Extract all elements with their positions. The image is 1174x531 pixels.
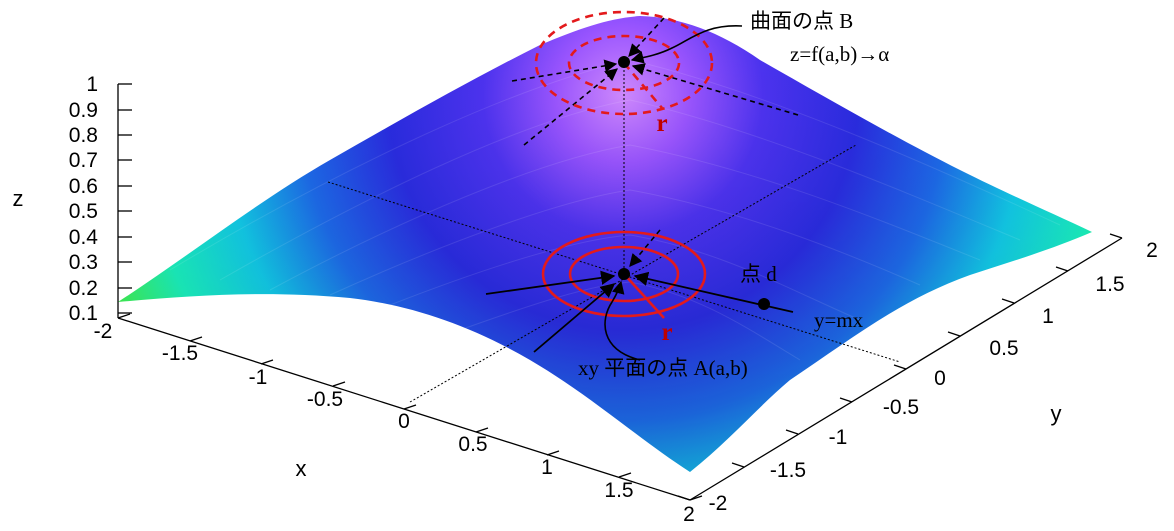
y-tick-label: -0.5: [883, 396, 919, 419]
z-tick-label: 1: [86, 73, 98, 96]
lower-dashed-arrow: [629, 229, 661, 267]
z-tick-label: 0.5: [69, 200, 98, 223]
z-axis-ticks: [118, 83, 132, 314]
y-tick-label: 2: [1146, 239, 1158, 262]
x-tick-label: 1: [541, 456, 553, 479]
surface-shade: [118, 16, 1092, 472]
point-b-marker: [618, 56, 630, 68]
z-tick-label: 0.3: [69, 251, 98, 274]
pointer-to-b: [630, 25, 743, 64]
z-tick-label: 0.8: [69, 124, 98, 147]
y-tick-label: -1.5: [770, 459, 806, 482]
x-tick-label: -0.5: [307, 388, 343, 411]
z-tick-label: 0.9: [69, 99, 98, 122]
y-axis-tick-labels: -2 -1.5 -1 -0.5 0 0.5 1 1.5 2: [709, 239, 1158, 515]
line-expression: y=mx: [814, 308, 864, 332]
upper-inner-circle: [567, 34, 681, 92]
z-tick-label: 0.6: [69, 175, 98, 198]
x-tick-label: 1.5: [604, 479, 633, 502]
surface-ridges: [169, 59, 1061, 361]
upper-radius-line: [623, 62, 663, 109]
x-axis-tick-labels: -2 -1.5 -1 -0.5 0 0.5 1 1.5 2: [94, 320, 695, 526]
x-tick-label: -2: [94, 320, 113, 343]
upper-neighborhood: [534, 10, 714, 116]
y-axis-label: y: [1051, 401, 1062, 426]
y-axis-ticks: [677, 233, 1123, 501]
z-axis-tick-labels: 1 0.9 0.8 0.7 0.6 0.5 0.4 0.3 0.2 0.1: [69, 73, 99, 325]
z-tick-label: 0.4: [69, 226, 99, 249]
point-d-marker: [758, 298, 770, 310]
upper-radius-label: r: [656, 110, 667, 137]
lower-outer-circle: [541, 230, 707, 318]
limit-expression: z=f(a,b)→α: [790, 42, 889, 66]
lower-radius-line: [623, 273, 665, 319]
lower-inner-circle: [568, 245, 680, 303]
z-tick-label: 0.7: [69, 149, 98, 172]
x-tick-label: 0: [398, 410, 410, 433]
upper-approach-arrows: [511, 17, 799, 146]
y-tick-label: 0: [934, 367, 946, 390]
x-tick-label: 2: [683, 503, 695, 526]
z-axis-label: z: [13, 186, 24, 211]
point-b-label: 曲面の点 B: [750, 9, 853, 33]
lower-neighborhood: [541, 230, 707, 319]
x-tick-label: 0.5: [458, 433, 487, 456]
x-tick-label: -1: [249, 366, 268, 389]
point-a-label: xy 平面の点 A(a,b): [578, 356, 748, 380]
upper-outer-circle: [534, 10, 714, 116]
point-d-label: 点 d: [740, 262, 777, 286]
y-tick-label: 1.5: [1095, 273, 1124, 296]
y-tick-label: 1: [1042, 305, 1054, 328]
y-tick-label: -1: [829, 426, 848, 449]
x-tick-label: -1.5: [162, 342, 198, 365]
lower-radius-label: r: [661, 319, 672, 346]
x-axis-label: x: [296, 456, 307, 481]
guide-lines: [327, 62, 901, 403]
point-a-marker: [618, 268, 630, 280]
x-axis-ticks: [117, 313, 703, 501]
pointer-to-a: [604, 280, 641, 361]
y-tick-label: -2: [709, 492, 728, 515]
y-tick-label: 0.5: [989, 337, 1018, 360]
z-tick-label: 0.2: [69, 277, 98, 300]
z-tick-label: 0.1: [69, 302, 98, 325]
